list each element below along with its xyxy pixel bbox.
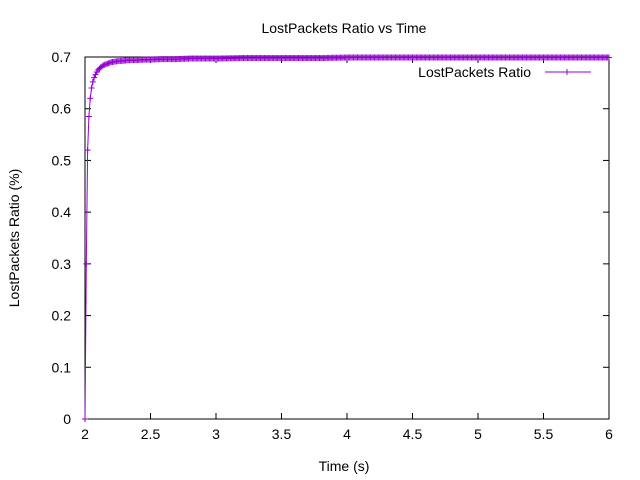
series-marker bbox=[91, 74, 98, 81]
series-marker bbox=[105, 60, 112, 67]
x-tick-label: 2.5 bbox=[141, 426, 161, 442]
x-tick-label: 2 bbox=[81, 426, 89, 442]
series-marker bbox=[606, 54, 612, 61]
x-tick-label: 4 bbox=[343, 426, 351, 442]
x-tick-label: 5.5 bbox=[534, 426, 554, 442]
series-layer bbox=[82, 54, 612, 422]
y-tick-label: 0 bbox=[63, 411, 71, 427]
legend-marker bbox=[564, 69, 570, 75]
series-markers bbox=[82, 54, 612, 422]
series-marker bbox=[92, 71, 99, 78]
series-marker bbox=[87, 95, 94, 102]
series-marker bbox=[95, 66, 102, 73]
plot-area-frame bbox=[84, 56, 610, 420]
x-tick-label: 4.5 bbox=[403, 426, 423, 442]
series-marker bbox=[101, 61, 108, 68]
chart-title: LostPackets Ratio vs Time bbox=[262, 20, 427, 36]
series-marker bbox=[100, 62, 107, 69]
y-tick-label: 0.2 bbox=[52, 308, 72, 324]
y-tick-label: 0.1 bbox=[52, 359, 72, 375]
series-marker bbox=[83, 260, 90, 267]
y-tick-label: 0.4 bbox=[52, 204, 72, 220]
legend-label: LostPackets Ratio bbox=[418, 64, 531, 80]
y-tick-label: 0.3 bbox=[52, 256, 72, 272]
y-axis-label: LostPackets Ratio (%) bbox=[6, 169, 22, 308]
series-marker bbox=[102, 61, 109, 68]
x-tick-label: 6 bbox=[605, 426, 613, 442]
x-tick-label: 5 bbox=[474, 426, 482, 442]
x-tick-label: 3.5 bbox=[272, 426, 292, 442]
series-marker bbox=[104, 60, 111, 67]
legend: LostPackets Ratio bbox=[418, 64, 591, 80]
x-axis-ticks: 2 2.5 3 3.5 4 4.5 5 5.5 6 bbox=[81, 57, 613, 442]
series-marker bbox=[89, 78, 96, 85]
x-axis-label: Time (s) bbox=[319, 458, 370, 474]
series-line bbox=[84, 57, 609, 420]
y-tick-label: 0.7 bbox=[52, 49, 72, 65]
series-marker bbox=[82, 416, 88, 422]
series-marker bbox=[84, 147, 91, 154]
series-marker bbox=[85, 113, 92, 120]
series-marker bbox=[88, 85, 95, 92]
x-tick-label: 3 bbox=[212, 426, 220, 442]
series-marker bbox=[106, 59, 113, 66]
y-tick-label: 0.5 bbox=[52, 152, 72, 168]
y-tick-label: 0.6 bbox=[52, 101, 72, 117]
y-axis-ticks: 0 0.1 0.2 0.3 0.4 0.5 0.6 0.7 bbox=[52, 49, 609, 427]
